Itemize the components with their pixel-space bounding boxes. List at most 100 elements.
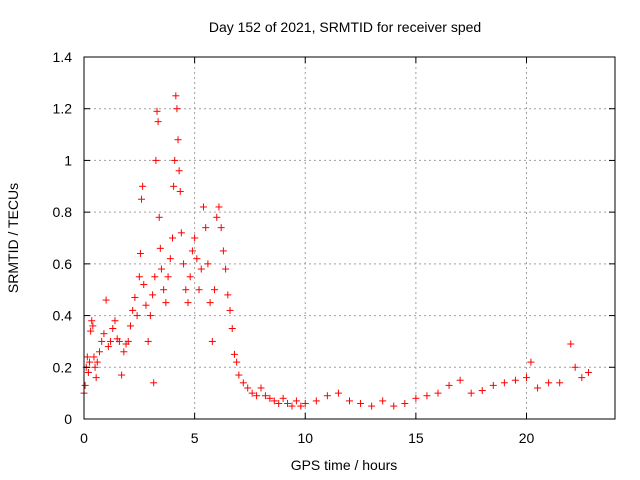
data-point (93, 358, 101, 366)
data-point (478, 387, 486, 395)
data-point (467, 389, 475, 397)
data-point (157, 265, 165, 273)
data-point (197, 265, 205, 273)
data-point (208, 337, 216, 345)
data-point (578, 374, 586, 382)
data-point (111, 317, 119, 325)
data-point (109, 325, 117, 332)
data-point (279, 394, 287, 402)
data-point (177, 229, 185, 237)
data-point (288, 402, 296, 410)
data-point (456, 376, 464, 384)
data-point (545, 379, 553, 387)
data-point (92, 374, 100, 382)
data-point (153, 107, 161, 115)
data-point (412, 394, 420, 402)
data-point (193, 255, 201, 263)
chart-title: Day 152 of 2021, SRMTID for receiver spe… (209, 19, 481, 35)
data-point (171, 156, 179, 164)
data-point (423, 392, 431, 400)
data-point (89, 322, 97, 330)
data-point (188, 247, 196, 255)
data-point (222, 265, 230, 273)
data-point (138, 195, 146, 203)
data-point (199, 203, 207, 211)
data-points (80, 92, 592, 410)
data-point (230, 350, 238, 358)
data-point (140, 281, 148, 289)
data-point (87, 327, 95, 335)
data-point (104, 343, 112, 351)
data-point (175, 167, 183, 175)
data-point (86, 358, 94, 366)
y-tick-label: 0.8 (53, 204, 73, 220)
data-point (81, 381, 89, 389)
data-point (115, 337, 123, 345)
data-point (90, 353, 98, 361)
y-axis-label: SRMTID / TECUs (5, 183, 21, 293)
data-point (204, 260, 212, 268)
data-point (257, 384, 265, 392)
data-point (173, 105, 181, 113)
data-point (248, 389, 256, 397)
data-point (284, 399, 292, 407)
data-point (224, 291, 232, 299)
data-point (176, 187, 184, 195)
data-point (297, 402, 305, 410)
x-tick-label: 5 (191, 430, 199, 446)
data-point (489, 381, 497, 389)
data-point (215, 203, 223, 211)
data-point (102, 296, 110, 304)
data-point (261, 392, 269, 400)
data-point (150, 379, 158, 387)
y-tick-label: 1.4 (53, 49, 73, 65)
data-point (500, 379, 508, 387)
data-point (312, 397, 320, 405)
data-point (100, 330, 108, 338)
x-axis-label: GPS time / hours (291, 457, 398, 473)
data-point (527, 358, 535, 366)
data-point (445, 381, 453, 389)
data-point (154, 118, 162, 126)
data-point (186, 273, 194, 281)
data-point (146, 312, 154, 320)
data-point (368, 402, 376, 410)
grid-lines (84, 57, 615, 419)
data-point (235, 371, 243, 379)
data-point (83, 353, 91, 361)
data-point (390, 402, 398, 410)
data-point (233, 358, 241, 366)
data-point (191, 234, 199, 242)
data-point (219, 247, 227, 255)
data-point (239, 379, 247, 387)
data-point (129, 306, 137, 314)
data-point (523, 374, 530, 382)
y-tick-label: 0.4 (53, 308, 73, 324)
y-tick-label: 1.2 (53, 101, 73, 117)
data-point (357, 399, 365, 407)
data-point (182, 286, 190, 294)
data-point (160, 286, 168, 294)
data-point (202, 224, 210, 232)
data-point (275, 399, 283, 407)
data-point (217, 224, 225, 232)
data-point (534, 384, 542, 392)
y-tick-label: 0 (64, 411, 72, 427)
data-point (126, 322, 134, 330)
data-point (211, 286, 219, 294)
data-point (301, 399, 309, 407)
data-point (571, 363, 579, 371)
data-point (88, 317, 96, 325)
data-point (270, 397, 278, 405)
data-point (170, 182, 178, 190)
data-point (180, 260, 188, 268)
data-point (95, 348, 103, 356)
data-point (118, 371, 126, 379)
data-point (135, 273, 143, 281)
data-point (144, 337, 152, 345)
data-point (584, 368, 592, 376)
data-point (228, 325, 236, 332)
data-point (156, 244, 164, 252)
data-point (139, 182, 147, 190)
